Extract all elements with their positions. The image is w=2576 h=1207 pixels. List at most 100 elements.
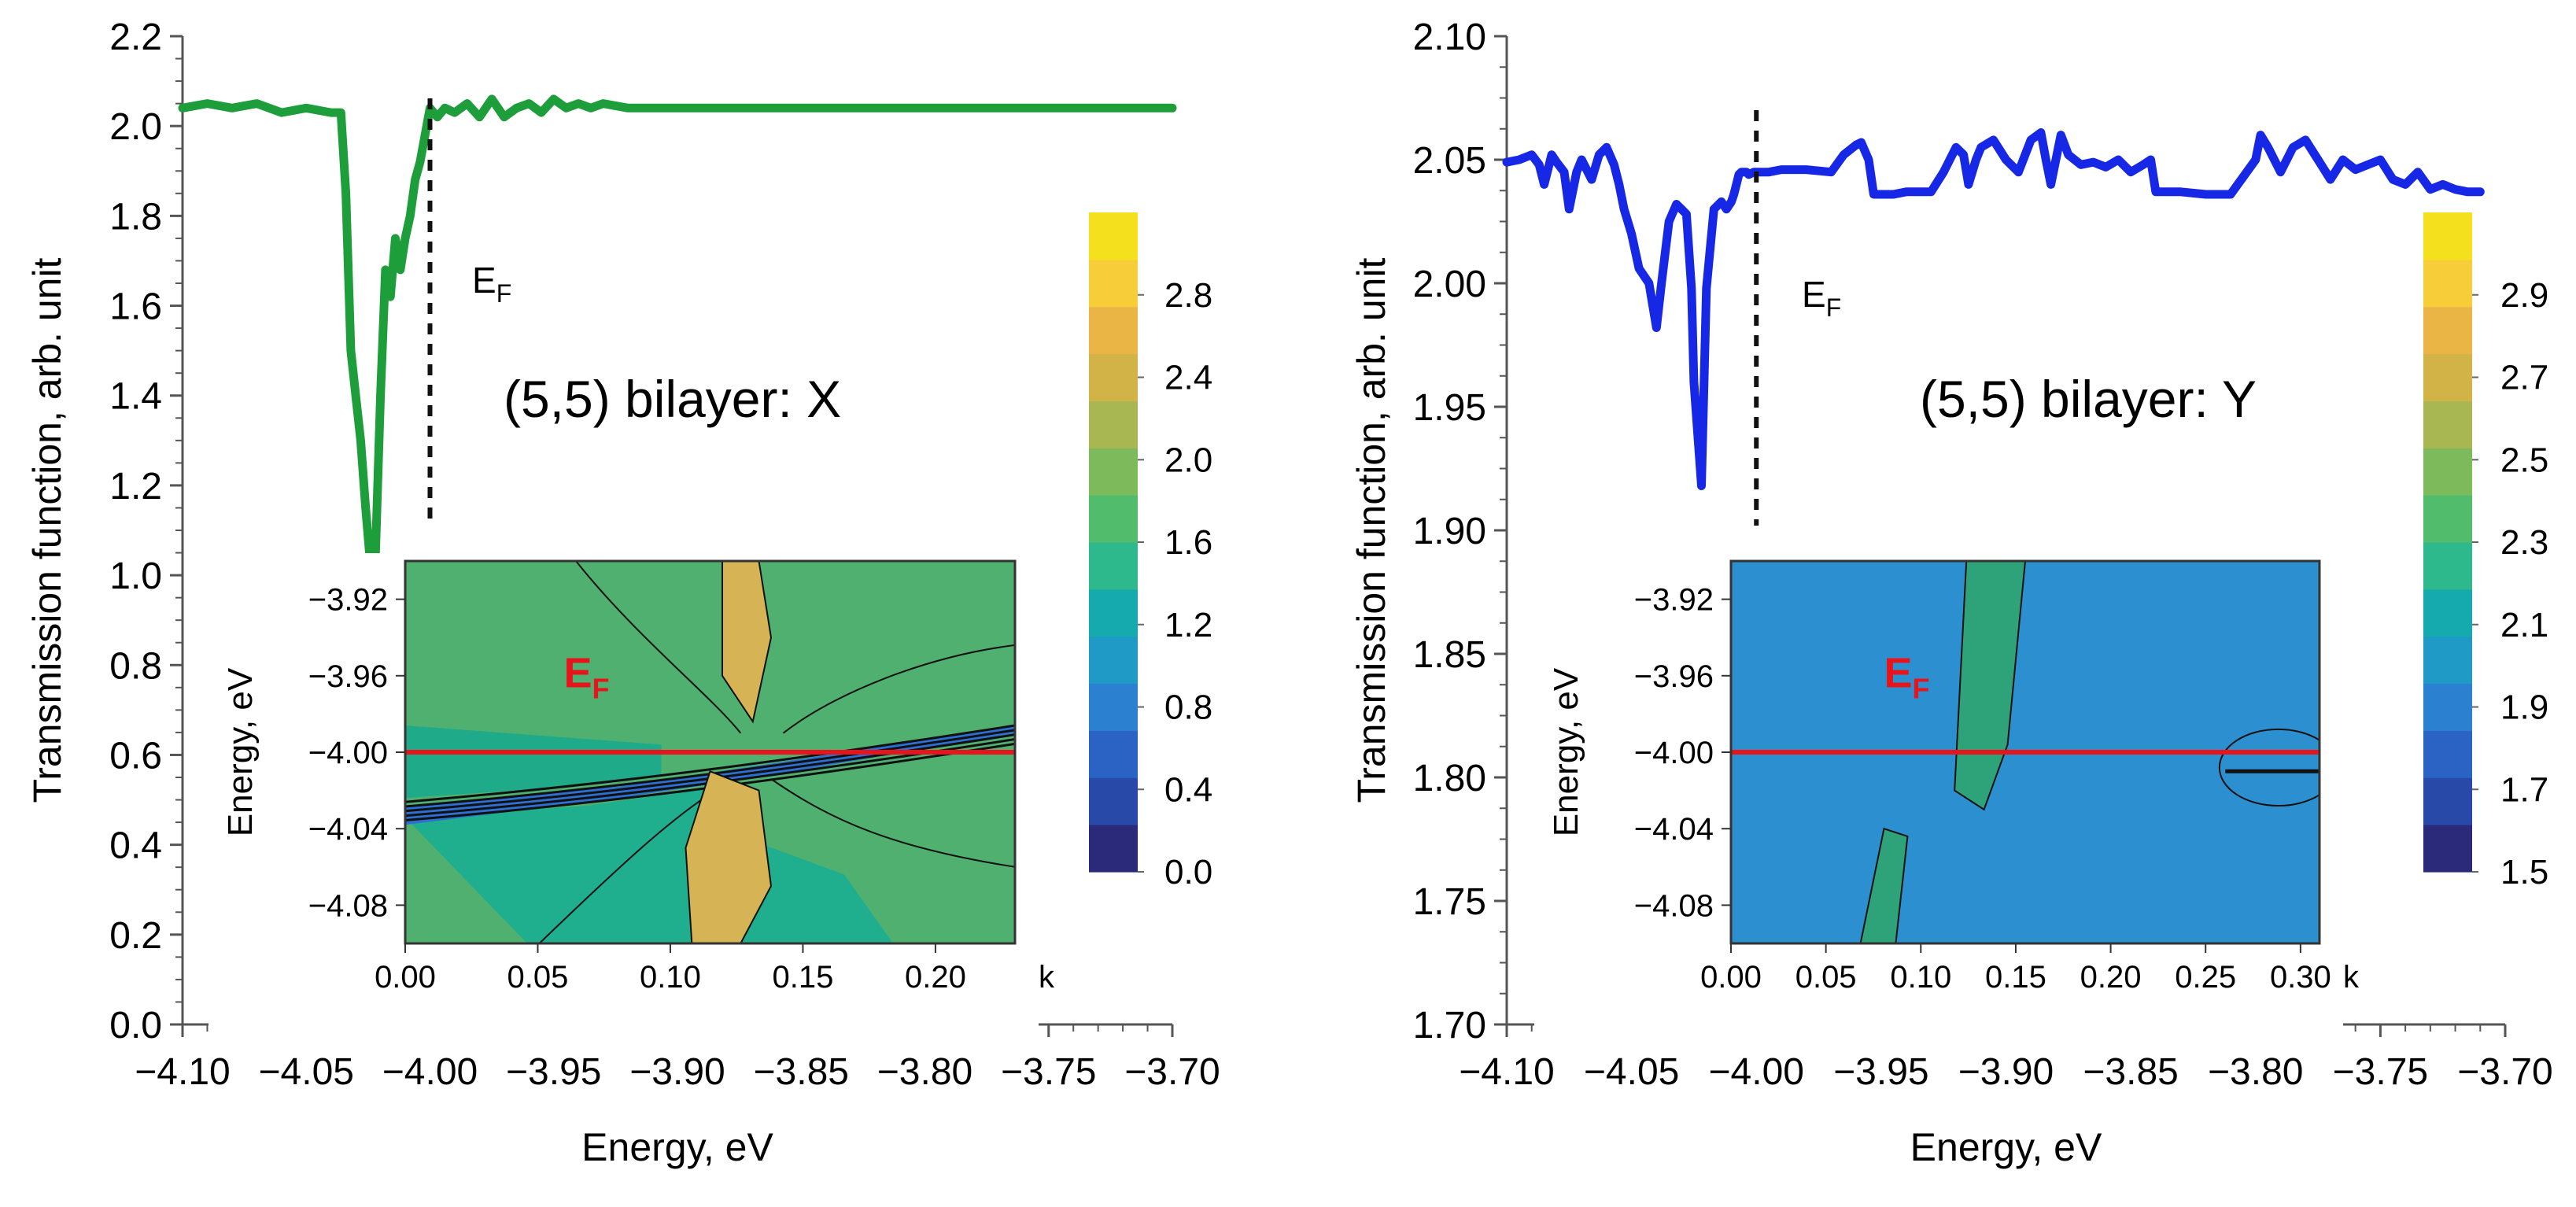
contour-region xyxy=(405,782,893,943)
inset-y-axis-title: Energy, eV xyxy=(1547,667,1585,836)
inset-x-tick-label: 0.30 xyxy=(2270,960,2331,995)
y-tick-label: 1.95 xyxy=(1413,387,1486,429)
contour-line xyxy=(405,724,1015,803)
x-tick-label: −3.80 xyxy=(2208,1051,2303,1093)
left-panel-title: (5,5) bilayer: X xyxy=(504,370,841,428)
colorbar-swatch xyxy=(1089,683,1138,732)
colorbar-tick-label: 1.5 xyxy=(2500,853,2548,891)
y-tick-label: 2.10 xyxy=(1413,17,1486,58)
inset-x-tick-label: 0.00 xyxy=(375,960,436,995)
y-tick-label: 2.0 xyxy=(109,106,162,148)
colorbar-swatch xyxy=(1089,212,1138,260)
x-tick-label: −3.90 xyxy=(629,1051,725,1093)
left-colorbar: 0.0 0.4 0.8 1.2 1.6 2.0 2.4 2.8 xyxy=(1089,212,1212,891)
colorbar-tick-label: 1.2 xyxy=(1164,606,1212,644)
x-tick-label: −4.10 xyxy=(135,1051,230,1093)
y-tick-label: 2.2 xyxy=(109,17,162,58)
inset-y-axis-title: Energy, eV xyxy=(221,667,260,836)
colorbar-swatch xyxy=(1089,259,1138,308)
inset-x-axis-title: k xyxy=(1039,960,1055,995)
colorbar-swatch xyxy=(1089,777,1138,825)
inset-x-tick-label: 0.20 xyxy=(2080,960,2142,995)
x-axis-title: Energy, eV xyxy=(581,1125,773,1169)
x-tick-label: −3.70 xyxy=(1124,1051,1220,1093)
inset-x-tick-label: 0.05 xyxy=(507,960,569,995)
colorbar-swatch xyxy=(1089,542,1138,590)
x-tick-label: −3.95 xyxy=(506,1051,601,1093)
colorbar-swatch xyxy=(1089,636,1138,685)
y-tick-label: 0.8 xyxy=(109,645,162,687)
colorbar-swatch xyxy=(2423,777,2472,825)
contour-line xyxy=(575,561,742,734)
right-panel: 1.70 1.75 1.80 1.85 1.90 1.95 2.00 2.05 2.10 −4.1… xyxy=(1349,17,2553,1169)
contour-line xyxy=(770,778,1015,868)
contour-peak xyxy=(685,770,773,943)
x-tick-label: −3.75 xyxy=(2333,1051,2428,1093)
y-tick-label: 1.80 xyxy=(1413,758,1486,799)
colorbar-tick-label: 2.7 xyxy=(2500,359,2548,397)
right-fermi-label: EF xyxy=(1802,274,1841,322)
colorbar-swatch xyxy=(2423,825,2472,873)
colorbar-swatch xyxy=(2423,589,2472,637)
right-panel-title: (5,5) bilayer: Y xyxy=(1920,370,2257,428)
x-tick-label: −3.80 xyxy=(877,1051,972,1093)
colorbar-tick-label: 2.5 xyxy=(2500,441,2548,479)
colorbar-swatch xyxy=(2423,212,2472,260)
inset-y-tick-label: −3.96 xyxy=(308,659,388,694)
y-tick-label: 1.85 xyxy=(1413,634,1486,676)
colorbar-tick-label: 2.8 xyxy=(1164,276,1212,315)
inset-y-tick-label: −4.00 xyxy=(1634,736,1714,770)
contour-ellipse xyxy=(2218,728,2320,807)
inset-x-axis-title: k xyxy=(2343,960,2360,995)
inset-y-tick-label: −4.08 xyxy=(308,888,388,923)
inset-x-tick-label: 0.10 xyxy=(1890,960,1951,995)
y-tick-label: 1.70 xyxy=(1413,1005,1486,1046)
left-panel: 0.0 0.2 0.4 0.6 0.8 1.0 1.2 1.4 1.6 1.8 2.0 2.2 −4.1… xyxy=(25,17,1220,1169)
colorbar-swatch xyxy=(2423,259,2472,308)
contour-peak xyxy=(722,561,773,724)
colorbar-swatch xyxy=(1089,400,1138,448)
x-tick-label: −3.90 xyxy=(1958,1051,2054,1093)
inset-x-tick-label: 0.10 xyxy=(640,960,701,995)
left-inset-fermi-label: EF xyxy=(564,649,610,704)
inset-y-tick-label: −3.96 xyxy=(1634,659,1714,694)
colorbar-swatch xyxy=(1089,495,1138,543)
inset-x-tick-label: 0.15 xyxy=(773,960,834,995)
inset-y-tick-label: −3.92 xyxy=(308,583,388,618)
y-tick-label: 0.0 xyxy=(109,1005,162,1046)
x-tick-label: −3.75 xyxy=(1001,1051,1096,1093)
inset-contours xyxy=(1859,561,2320,943)
x-tick-label: −4.05 xyxy=(259,1051,354,1093)
colorbar-tick-label: 0.4 xyxy=(1164,770,1212,809)
colorbar-swatch xyxy=(2423,636,2472,685)
right-inset: EF −3.92 −3.96 −4.00 −4.04 −4.08 0.00 0.05 0.10 0… xyxy=(1534,553,2360,1038)
y-axis-title: Transmission function, arb. unit xyxy=(25,257,69,803)
inset-x-tick-label: 0.20 xyxy=(905,960,966,995)
inset-y-tick-label: −3.92 xyxy=(1634,583,1714,618)
right-axes: 1.70 1.75 1.80 1.85 1.90 1.95 2.00 2.05 2.10 −4.1… xyxy=(1349,17,2553,1169)
x-tick-label: −3.85 xyxy=(754,1051,849,1093)
contour-peak xyxy=(1859,827,1909,943)
colorbar-swatch xyxy=(1089,306,1138,355)
y-tick-label: 1.0 xyxy=(109,556,162,597)
left-axes: 0.0 0.2 0.4 0.6 0.8 1.0 1.2 1.4 1.6 1.8 2.0 2.2 −4.1… xyxy=(25,17,1220,1169)
colorbar-tick-label: 2.4 xyxy=(1164,359,1212,397)
right-colorbar: 1.5 1.7 1.9 2.1 2.3 2.5 2.7 2.9 xyxy=(2423,212,2548,891)
colorbar-swatch xyxy=(2423,495,2472,543)
colorbar-tick-label: 2.3 xyxy=(2500,523,2548,562)
colorbar-swatch xyxy=(2423,400,2472,448)
colorbar-tick-label: 2.9 xyxy=(2500,276,2548,315)
x-tick-label: −4.00 xyxy=(1709,1051,1804,1093)
inset-y-tick-label: −4.08 xyxy=(1634,888,1714,923)
right-inset-fermi-label: EF xyxy=(1884,649,1929,704)
inset-y-tick-label: −4.04 xyxy=(308,812,388,847)
y-tick-label: 2.00 xyxy=(1413,264,1486,305)
colorbar-swatch xyxy=(1089,353,1138,402)
inset-x-tick-label: 0.00 xyxy=(1700,960,1762,995)
y-tick-label: 1.90 xyxy=(1413,511,1486,552)
y-tick-label: 2.05 xyxy=(1413,140,1486,182)
contour-line xyxy=(405,729,1015,808)
contour-region xyxy=(405,725,662,799)
left-inset: EF −3.92 −3.96 −4.00 −4.04 −4.08 0.00 0.05 0.10 0… xyxy=(209,553,1055,1038)
